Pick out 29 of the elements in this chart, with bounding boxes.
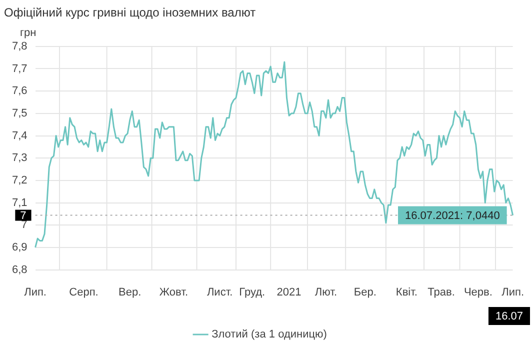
x-tick-label: Черв.: [464, 286, 492, 298]
y-tick-label: 6,9: [12, 241, 28, 254]
x-tick-label: 2021: [276, 286, 302, 298]
x-tick-label: Жовт.: [159, 286, 188, 298]
y-tick-label: 7,8: [12, 40, 28, 52]
y-tick-label: 7,7: [12, 62, 28, 75]
x-tick-label: Груд.: [239, 286, 266, 298]
y-tick-label: 7,6: [12, 85, 28, 98]
y-axis-title: грн: [20, 26, 36, 39]
x-tick-label: Лип.: [24, 286, 46, 298]
x-tick-label: Лист.: [206, 286, 233, 298]
y-tick-label: 7,4: [12, 130, 28, 142]
x-tick-label: Вер.: [118, 286, 142, 298]
y-tick-label: 7,5: [12, 107, 28, 120]
chart-title: Офіційний курс гривні щодо іноземних валют: [4, 6, 256, 20]
y-tick-label: 7,3: [12, 152, 28, 164]
x-tick-label: Лип.: [502, 286, 524, 298]
annotation: 16.07.2021: 7,0440: [405, 210, 500, 222]
text: 16.07: [495, 310, 523, 323]
x-tick-label: Трав.: [428, 286, 455, 298]
y-tick-label: 7,2: [12, 174, 28, 186]
y-tick-label: 7: [21, 219, 28, 232]
x-tick-label: Квіт.: [396, 286, 418, 298]
x-tick-label: Лют.: [314, 286, 338, 298]
legend-label: Злотий (за 1 одиницю): [212, 328, 327, 341]
x-tick-label: Бер.: [354, 286, 376, 298]
y-tick-label: 7,1: [12, 196, 28, 209]
y-tick-label: 6,8: [12, 264, 28, 276]
x-tick-label: Серп.: [69, 286, 98, 298]
